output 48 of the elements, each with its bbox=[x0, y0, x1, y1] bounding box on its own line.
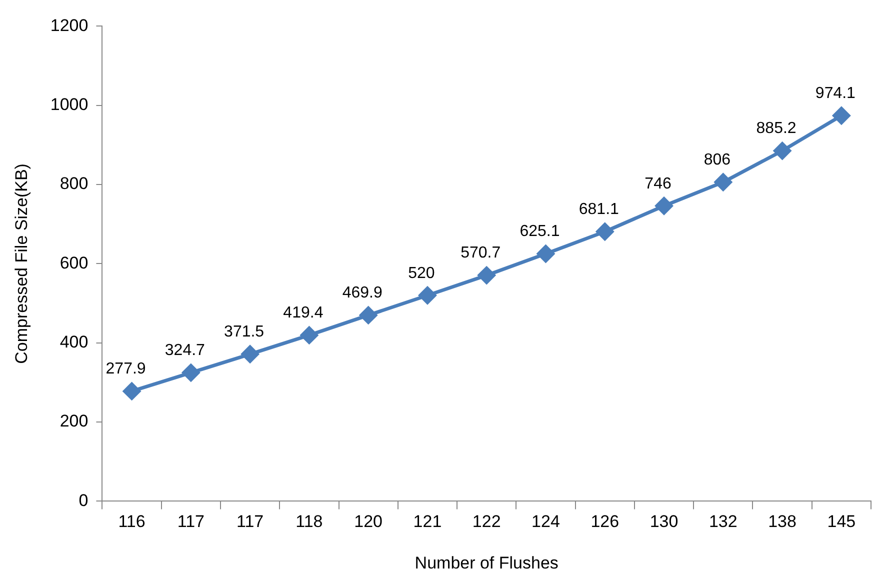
data-label: 625.1 bbox=[520, 223, 560, 240]
data-label: 746 bbox=[644, 175, 672, 192]
point bbox=[655, 197, 673, 215]
data-label: 681.1 bbox=[578, 201, 619, 218]
point bbox=[536, 245, 554, 263]
x-tick-label: 117 bbox=[236, 512, 264, 532]
y-tick-label: 400 bbox=[60, 332, 88, 352]
point bbox=[123, 382, 141, 400]
point bbox=[774, 142, 792, 160]
point bbox=[832, 106, 850, 124]
data-label: 806 bbox=[704, 152, 731, 169]
y-axis-title: Compressed File Size(KB) bbox=[12, 164, 31, 364]
point bbox=[714, 173, 732, 191]
data-label: 371.5 bbox=[224, 324, 264, 341]
x-tick-label: 117 bbox=[177, 512, 204, 532]
x-tick-label: 122 bbox=[472, 512, 501, 532]
y-tick-label: 200 bbox=[60, 412, 88, 431]
y-tick-label: 800 bbox=[60, 174, 88, 194]
x-tick-label: 138 bbox=[768, 512, 796, 532]
point bbox=[182, 364, 200, 382]
point bbox=[478, 266, 496, 284]
point bbox=[360, 306, 378, 324]
y-tick-label: 600 bbox=[60, 253, 88, 272]
x-axis-title: Number of Flushes bbox=[414, 553, 558, 572]
y-tick-label: 1000 bbox=[50, 95, 88, 114]
point bbox=[596, 222, 614, 240]
x-tick-label: 121 bbox=[413, 512, 442, 532]
data-label: 570.7 bbox=[460, 244, 501, 262]
data-label: 974.1 bbox=[815, 85, 856, 102]
x-tick-label: 120 bbox=[354, 512, 383, 532]
data-label: 469.9 bbox=[342, 284, 382, 302]
point bbox=[300, 326, 318, 344]
y-tick-label: 1200 bbox=[50, 16, 88, 35]
x-tick-label: 132 bbox=[708, 512, 738, 532]
x-tick-label: 116 bbox=[118, 512, 146, 532]
data-label: 277.9 bbox=[106, 360, 146, 378]
data-label: 324.7 bbox=[164, 342, 206, 360]
y-tick-label: 0 bbox=[78, 490, 88, 510]
point bbox=[418, 286, 436, 304]
x-tick-label: 124 bbox=[532, 512, 560, 532]
data-label: 419.4 bbox=[283, 304, 324, 322]
x-tick-label: 130 bbox=[650, 512, 678, 532]
data-label: 520 bbox=[408, 264, 435, 282]
x-tick-label: 126 bbox=[590, 512, 620, 532]
x-tick-label: 145 bbox=[827, 512, 856, 532]
point bbox=[241, 345, 259, 363]
data-label: 885.2 bbox=[756, 120, 796, 138]
x-tick-label: 118 bbox=[296, 512, 323, 532]
